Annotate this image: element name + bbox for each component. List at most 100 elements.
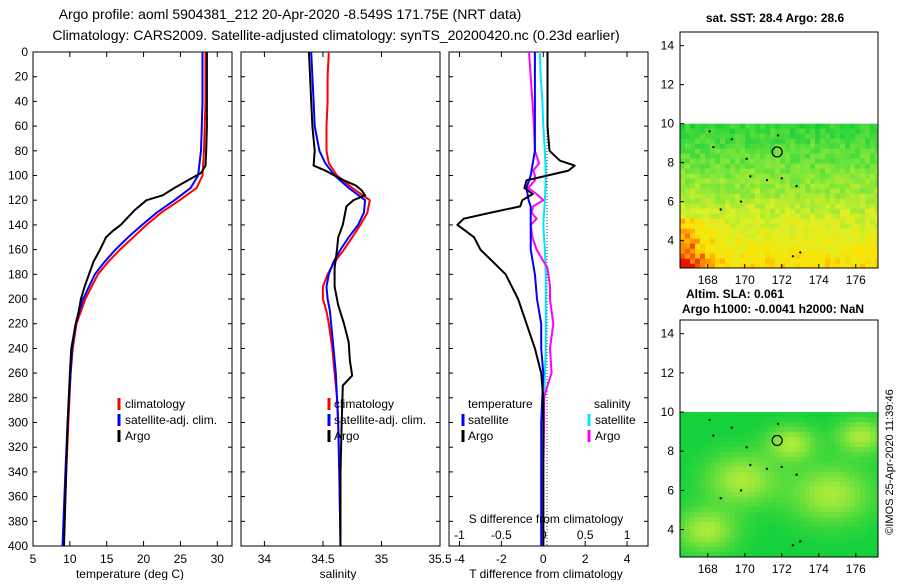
temperature-x-tick-label: 30 bbox=[211, 552, 225, 566]
map-cell bbox=[695, 437, 701, 443]
map-cell bbox=[780, 537, 786, 543]
map-cell bbox=[800, 492, 806, 498]
map-cell bbox=[765, 253, 771, 260]
map-cell bbox=[800, 168, 806, 175]
map-cell bbox=[775, 158, 781, 165]
map-cell bbox=[750, 223, 756, 230]
island-speck bbox=[799, 251, 802, 254]
map-cell bbox=[765, 452, 771, 458]
map-cell bbox=[780, 238, 786, 245]
map-cell bbox=[840, 547, 846, 553]
map-cell bbox=[705, 412, 711, 418]
map-cell bbox=[870, 148, 876, 155]
island-speck bbox=[719, 497, 722, 500]
map-cell bbox=[800, 522, 806, 528]
map-cell bbox=[820, 178, 826, 185]
map-cell bbox=[870, 472, 876, 478]
map-cell bbox=[740, 502, 746, 508]
map-cell bbox=[720, 213, 726, 220]
sla-map-frame bbox=[679, 319, 879, 558]
map-cell bbox=[790, 138, 796, 145]
map-cell bbox=[790, 487, 796, 493]
map-cell bbox=[745, 168, 751, 175]
map-cell bbox=[815, 253, 821, 260]
map-cell bbox=[730, 183, 736, 190]
map-cell bbox=[850, 482, 856, 488]
map-cell bbox=[740, 148, 746, 155]
map-cell bbox=[860, 228, 866, 235]
map-cell bbox=[730, 123, 736, 130]
map-cell bbox=[785, 417, 791, 423]
map-cell bbox=[865, 183, 871, 190]
title-line-2: Climatology: CARS2009. Satellite-adjuste… bbox=[52, 27, 619, 43]
map-cell bbox=[785, 542, 791, 548]
map-cell bbox=[725, 527, 731, 533]
map-cell bbox=[860, 208, 866, 215]
map-cell bbox=[685, 502, 691, 508]
map-cell bbox=[680, 183, 686, 190]
map-cell bbox=[750, 148, 756, 155]
map-cell bbox=[740, 462, 746, 468]
map-cell bbox=[870, 198, 876, 205]
map-cell bbox=[800, 507, 806, 513]
map-cell bbox=[715, 218, 721, 225]
map-cell bbox=[830, 183, 836, 190]
map-cell bbox=[695, 243, 701, 250]
map-cell bbox=[740, 248, 746, 255]
map-cell bbox=[710, 228, 716, 235]
island-speck bbox=[795, 473, 798, 476]
map-cell bbox=[835, 437, 841, 443]
map-cell bbox=[765, 522, 771, 528]
map-cell bbox=[870, 547, 876, 553]
map-cell bbox=[720, 228, 726, 235]
depth-tick-label: 180 bbox=[8, 267, 28, 281]
map-cell bbox=[770, 422, 776, 428]
map-cell bbox=[735, 427, 741, 433]
map-cell bbox=[830, 532, 836, 538]
map-cell bbox=[710, 188, 716, 195]
map-cell bbox=[830, 447, 836, 453]
map-cell bbox=[855, 243, 861, 250]
island-speck bbox=[745, 446, 748, 449]
map-cell bbox=[795, 477, 801, 483]
map-cell bbox=[815, 432, 821, 438]
map-cell bbox=[695, 472, 701, 478]
map-cell bbox=[690, 477, 696, 483]
map-cell bbox=[840, 412, 846, 418]
map-cell bbox=[810, 472, 816, 478]
map-cell bbox=[810, 178, 816, 185]
map-cell bbox=[860, 153, 866, 160]
map-cell bbox=[730, 487, 736, 493]
island-speck bbox=[739, 489, 743, 492]
map-cell bbox=[725, 517, 731, 523]
map-cell bbox=[790, 447, 796, 453]
temperature-x-tick-label: 15 bbox=[100, 552, 114, 566]
map-cell bbox=[770, 153, 776, 160]
map-cell bbox=[715, 497, 721, 503]
map-cell bbox=[855, 497, 861, 503]
map-cell bbox=[735, 183, 741, 190]
map-cell bbox=[685, 218, 691, 225]
map-cell bbox=[680, 228, 686, 235]
map-cell bbox=[760, 203, 766, 210]
map-cell bbox=[685, 462, 691, 468]
map-cell bbox=[865, 238, 871, 245]
map-cell bbox=[860, 427, 866, 433]
map-cell bbox=[845, 218, 851, 225]
map-cell bbox=[875, 248, 878, 255]
map-cell bbox=[755, 153, 761, 160]
map-cell bbox=[705, 497, 711, 503]
map-cell bbox=[875, 263, 878, 268]
map-cell bbox=[830, 158, 836, 165]
map-cell bbox=[690, 482, 696, 488]
map-cell bbox=[700, 128, 706, 135]
map-cell bbox=[870, 263, 876, 268]
map-cell bbox=[780, 507, 786, 513]
map-cell bbox=[850, 547, 856, 553]
map-cell bbox=[720, 457, 726, 463]
map-cell bbox=[710, 158, 716, 165]
map-cell bbox=[730, 223, 736, 230]
map-cell bbox=[765, 442, 771, 448]
map-cell bbox=[835, 422, 841, 428]
map-cell bbox=[805, 253, 811, 260]
